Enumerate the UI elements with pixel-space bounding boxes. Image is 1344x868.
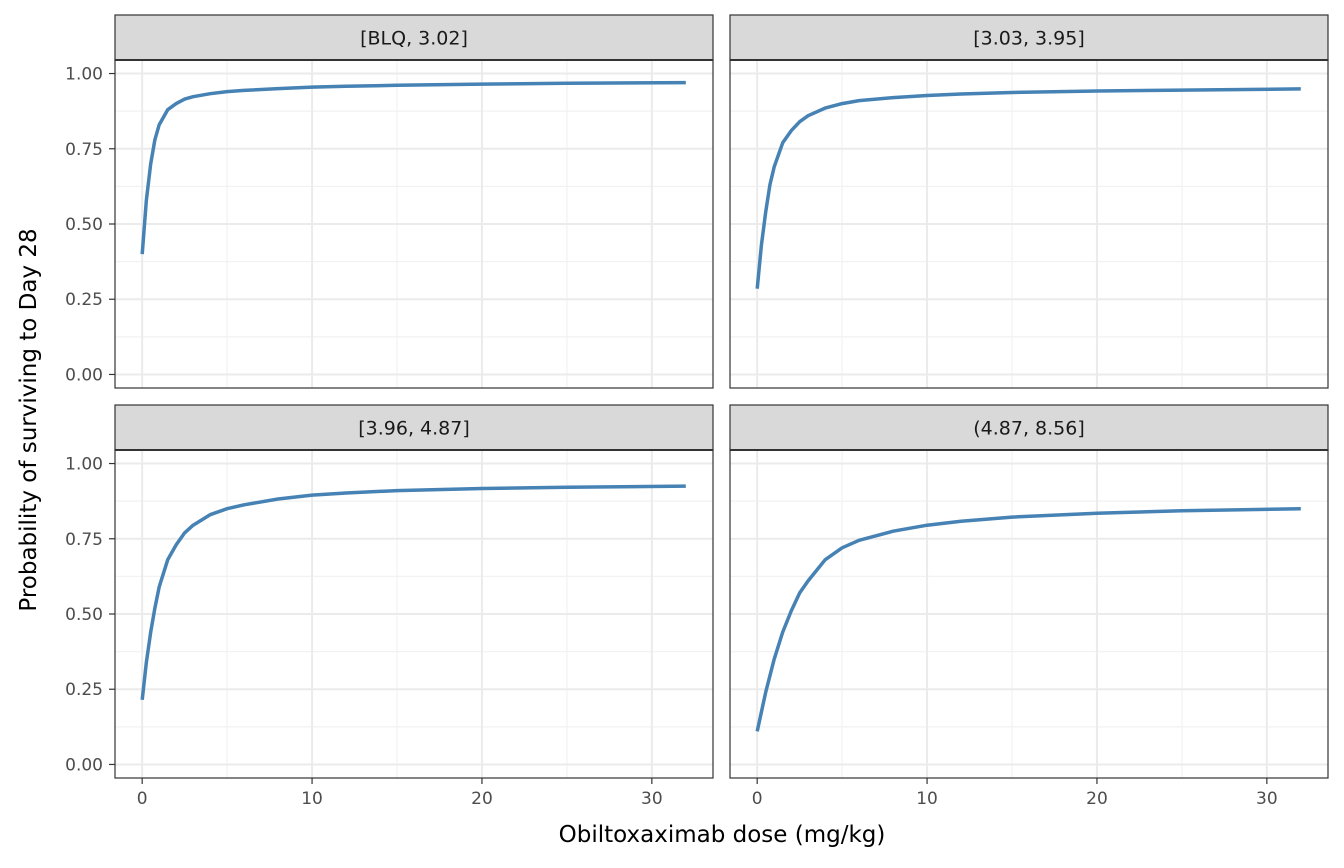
y-tick-label: 0.50 [65,605,103,625]
x-tick-label: 20 [1086,789,1108,809]
x-tick-label: 0 [137,789,148,809]
facet-panel-4: (4.87, 8.56] 0 10 20 30 [729,404,1329,809]
y-tick-label: 0.00 [65,365,103,385]
x-tick-label: 30 [641,789,663,809]
series-line-panel-2 [755,87,1301,289]
facet-panel-3: [3.96, 4.87] 0.00 0.25 0.50 0.75 1.00 0 10 20 30 [65,404,714,809]
facet-strip-label: [3.03, 3.95] [973,28,1085,50]
x-tick-label: 20 [471,789,493,809]
x-tick-label: 0 [752,789,763,809]
panels-layer: [BLQ, 3.02] 0.00 0.25 0.50 0.75 1.00 [3.03, 3.… [65,14,1329,809]
y-tick-label: 1.00 [65,455,103,475]
y-tick-label: 0.75 [65,530,103,550]
facet-panel-2: [3.03, 3.95] [729,14,1329,389]
facet-strip [114,14,714,61]
x-tick-label: 10 [301,789,323,809]
facet-strip [729,14,1329,61]
y-tick-label: 0.50 [65,215,103,235]
series-line-panel-1 [140,80,686,255]
y-tick-label: 0.75 [65,140,103,160]
y-tick-label: 1.00 [65,65,103,85]
facet-strip-label: [BLQ, 3.02] [360,28,468,50]
x-tick-label: 10 [916,789,938,809]
x-tick-label: 30 [1256,789,1278,809]
y-axis-title: Probability of surviving to Day 28 [16,228,42,611]
y-tick-label: 0.25 [65,680,103,700]
series-line-panel-4 [755,506,1301,732]
facet-strip-label: (4.87, 8.56] [973,418,1085,440]
y-tick-label: 0.25 [65,290,103,310]
y-tick-label: 0.00 [65,755,103,775]
x-axis-title: Obiltoxaximab dose (mg/kg) [559,822,886,848]
facet-strip [114,404,714,451]
series-line-panel-3 [140,484,686,700]
facet-strip-label: [3.96, 4.87] [358,418,470,440]
facet-panel-1: [BLQ, 3.02] 0.00 0.25 0.50 0.75 1.00 [65,14,714,389]
